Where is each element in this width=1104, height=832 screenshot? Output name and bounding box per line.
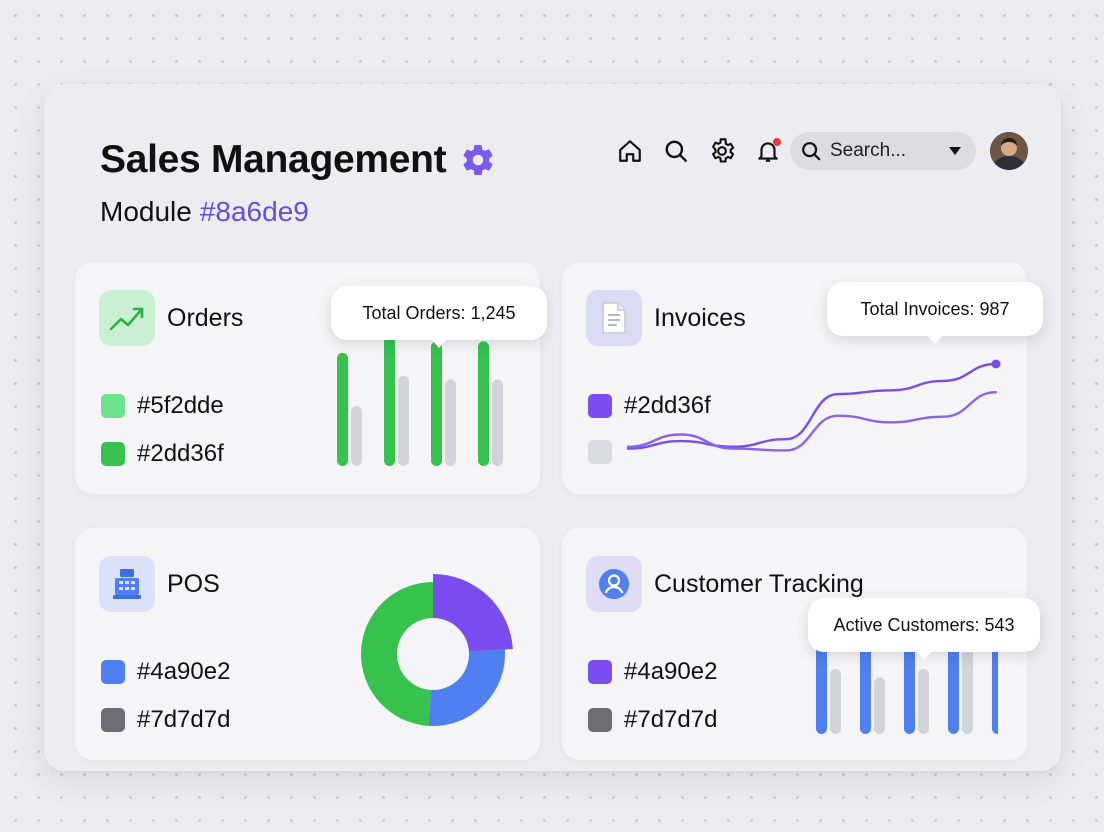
orders-card[interactable]: Orders #5f2dde #2dd36f Total Orders: 1,2… xyxy=(75,262,547,494)
legend-label: #4a90e2 xyxy=(137,658,231,685)
settings-icon[interactable] xyxy=(706,135,738,167)
search-input[interactable]: Search... xyxy=(830,140,907,161)
legend-item: #2dd36f xyxy=(101,440,224,468)
gear-icon[interactable] xyxy=(460,142,496,178)
page-title-row: Sales Management xyxy=(100,138,496,182)
subtitle-hex: #8a6de9 xyxy=(199,196,309,227)
tooltip-text: Active Customers: 543 xyxy=(833,614,1015,635)
page-title: Sales Management xyxy=(100,138,447,181)
legend-item: #7d7d7d xyxy=(101,706,230,734)
chart-bar xyxy=(337,352,348,466)
legend-swatch xyxy=(588,660,612,684)
legend-item: #4a90e2 xyxy=(101,658,230,686)
home-icon[interactable] xyxy=(614,135,646,167)
search-icon[interactable] xyxy=(660,135,692,167)
chart-bar xyxy=(948,625,959,734)
legend-label: #4a90e2 xyxy=(624,658,718,685)
card-title: Orders xyxy=(167,304,244,332)
tooltip-text: Total Orders: 1,245 xyxy=(362,302,516,323)
legend-item: #2dd36f xyxy=(588,392,711,420)
invoices-tooltip: Total Invoices: 987 xyxy=(827,282,1043,344)
chart-bar xyxy=(962,641,973,734)
chart-series-line xyxy=(626,362,998,450)
cash-register-icon xyxy=(99,556,155,612)
legend-swatch xyxy=(588,708,612,732)
orders-bar-chart xyxy=(337,320,503,466)
tooltip-text: Total Invoices: 987 xyxy=(860,298,1010,319)
pos-card[interactable]: POS #4a90e2 #7d7d7d xyxy=(75,528,540,760)
legend-swatch xyxy=(101,708,125,732)
chart-bar xyxy=(918,669,929,734)
legend-swatch xyxy=(588,440,612,464)
pos-donut-chart xyxy=(360,574,513,726)
chart-bar xyxy=(830,669,841,734)
card-title: Customer Tracking xyxy=(654,570,864,598)
chart-bar xyxy=(384,320,395,466)
chart-point xyxy=(991,359,1001,369)
legend-label: #2dd36f xyxy=(137,440,224,467)
legend-label: #7d7d7d xyxy=(624,706,718,733)
page-subtitle: Module #8a6de9 xyxy=(100,196,309,228)
chevron-down-icon[interactable] xyxy=(948,146,962,156)
chart-slice xyxy=(428,649,505,726)
legend-swatch xyxy=(101,394,125,418)
legend-item: #7d7d7d xyxy=(588,706,717,734)
user-icon xyxy=(586,556,642,612)
notification-badge xyxy=(773,138,781,146)
invoices-line-chart xyxy=(626,359,1001,452)
avatar[interactable] xyxy=(990,132,1028,170)
dashboard-panel: Sales Management Module #8a6de9 Search... xyxy=(44,84,1061,771)
document-icon xyxy=(586,290,642,346)
customers-bar-chart xyxy=(816,611,998,734)
legend-swatch xyxy=(588,394,612,418)
search-box[interactable]: Search... xyxy=(790,132,976,170)
trend-up-icon xyxy=(99,290,155,346)
card-title: POS xyxy=(167,570,220,598)
legend-label: #5f2dde xyxy=(137,392,224,419)
legend-item: #5f2dde xyxy=(101,392,224,420)
chart-bar xyxy=(351,406,362,466)
legend-item xyxy=(588,440,624,464)
chart-bar xyxy=(904,632,915,734)
chart-slice xyxy=(360,582,433,726)
customers-tooltip: Active Customers: 543 xyxy=(808,598,1040,660)
search-icon xyxy=(802,142,821,161)
invoices-card[interactable]: Invoices #2dd36f Total Invoices: 987 xyxy=(562,262,1043,494)
legend-swatch xyxy=(101,442,125,466)
chart-bar xyxy=(431,341,442,466)
chart-bar xyxy=(860,625,871,734)
bell-icon[interactable] xyxy=(752,135,784,167)
legend-swatch xyxy=(101,660,125,684)
chart-bar xyxy=(445,379,456,466)
chart-bar xyxy=(478,341,489,466)
orders-tooltip: Total Orders: 1,245 xyxy=(331,286,547,348)
chart-bar xyxy=(992,632,998,734)
chart-bar xyxy=(492,379,503,466)
customer-tracking-card[interactable]: Customer Tracking #4a90e2 #7d7d7d Active… xyxy=(562,528,1040,760)
chart-bar xyxy=(874,677,885,734)
chart-slice xyxy=(433,574,513,652)
legend-label: #2dd36f xyxy=(624,392,711,419)
chart-series-line xyxy=(626,391,998,452)
legend-item: #4a90e2 xyxy=(588,658,717,686)
card-title: Invoices xyxy=(654,304,746,332)
legend-label: #7d7d7d xyxy=(137,706,231,733)
toolbar: Search... xyxy=(614,132,1028,170)
subtitle-label: Module xyxy=(100,196,192,227)
chart-bar xyxy=(398,376,409,466)
